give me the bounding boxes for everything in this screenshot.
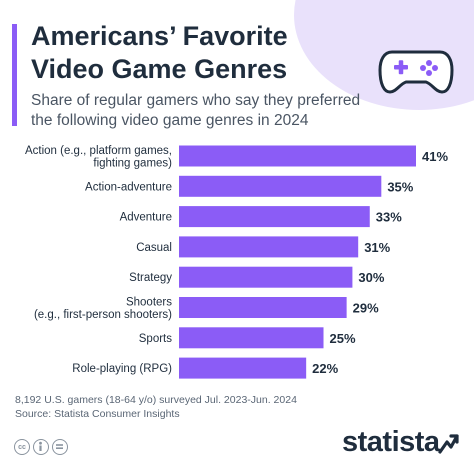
category-label-4: Strategy: [129, 272, 172, 284]
value-label-5: 29%: [353, 301, 379, 316]
category-label-3-line-0: Casual: [136, 242, 172, 254]
bar-6: [179, 327, 324, 349]
cc-icon[interactable]: cc: [14, 439, 30, 455]
subtitle-line-2: the following video game genres in 2024: [31, 112, 309, 129]
category-label-2: Adventure: [120, 212, 172, 224]
equals-icon[interactable]: [52, 439, 68, 455]
bar-5: [179, 297, 347, 318]
category-label-6-line-0: Sports: [139, 333, 172, 345]
category-label-5-line-1: (e.g., first-person shooters): [34, 309, 172, 321]
statista-mark-icon: [438, 434, 459, 454]
value-label-3: 31%: [364, 240, 390, 255]
subtitle-line-1: Share of regular gamers who say they pre…: [31, 92, 361, 109]
info-icon[interactable]: [33, 439, 49, 455]
category-label-0: Action (e.g., platform games, fighting ga…: [25, 145, 172, 170]
category-label-3: Casual: [136, 242, 172, 254]
gamepad-icon: [378, 50, 454, 94]
title-accent-bar: [12, 24, 17, 126]
category-label-5: Shooters (e.g., first-person shooters): [34, 296, 172, 321]
bar-7: [179, 357, 307, 379]
category-label-4-line-0: Strategy: [129, 272, 172, 284]
bar-3: [179, 236, 359, 258]
category-label-2-line-0: Adventure: [120, 212, 172, 224]
statista-logo[interactable]: statista: [342, 426, 440, 458]
license-icons: cc: [14, 439, 68, 455]
category-label-1: Action-adventure: [85, 181, 172, 193]
page-title: Americans’ Favorite Video Game Genres: [31, 20, 331, 86]
category-label-0-line-0: Action (e.g., platform games,: [25, 145, 172, 157]
source-note: Source: Statista Consumer Insights: [15, 408, 180, 420]
bar-chart: 41% Action (e.g., platform games, fighting…: [25, 145, 448, 379]
value-label-6: 25%: [330, 331, 356, 346]
value-label-0: 41%: [422, 149, 448, 164]
bar-0: [179, 145, 416, 167]
category-label-7-line-0: Role-playing (RPG): [72, 363, 172, 375]
title-line-2: Video Game Genres: [31, 54, 288, 84]
category-label-1-line-0: Action-adventure: [85, 181, 172, 193]
title-line-1: Americans’ Favorite: [31, 21, 288, 51]
bar-4: [179, 266, 353, 288]
category-label-6: Sports: [139, 333, 172, 345]
bar-1: [179, 175, 382, 197]
page-subtitle: Share of regular gamers who say they pre…: [31, 91, 431, 131]
category-label-5-line-0: Shooters: [126, 296, 172, 308]
footnote: 8,192 U.S. gamers (18-64 y/o) surveyed J…: [15, 393, 455, 421]
value-label-1: 35%: [387, 179, 413, 194]
value-label-7: 22%: [312, 361, 338, 376]
category-label-0-line-1: fighting games): [93, 157, 172, 169]
category-label-7: Role-playing (RPG): [72, 363, 172, 375]
bar-2: [179, 206, 370, 228]
survey-note: 8,192 U.S. gamers (18-64 y/o) surveyed J…: [15, 394, 297, 406]
value-label-4: 30%: [358, 270, 384, 285]
value-label-2: 33%: [376, 210, 402, 225]
